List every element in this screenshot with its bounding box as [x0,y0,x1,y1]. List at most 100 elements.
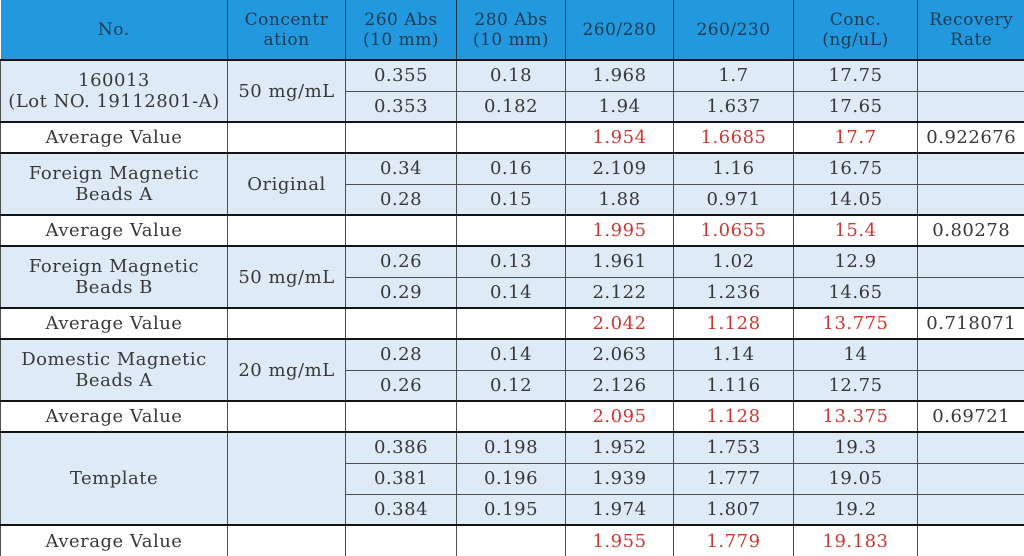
ratio-260-230-cell: 1.02 [673,245,794,278]
empty-cell [227,307,346,340]
empty-cell [345,307,457,340]
recovery-cell [917,59,1024,92]
avg-conc-cell: 13.775 [793,307,918,340]
avg-ratio-260-280-cell: 2.042 [565,307,674,340]
abs280-cell: 0.14 [456,276,566,309]
data-row: 0.353 0.182 1.94 1.637 17.65 [1,90,1024,123]
data-row: Foreign Magnetic Beads A Original 0.34 0… [0,152,1024,216]
average-row: Average Value 1.954 1.6685 17.7 0.922676 [0,121,1024,154]
avg-conc-cell: 19.183 [793,524,918,556]
average-row: Average Value 2.042 1.128 13.775 0.71807… [0,307,1024,340]
data-row: Foreign Magnetic Beads B 50 mg/mL 0.26 0… [0,245,1024,309]
empty-cell [227,121,346,154]
concentration-cell: Original [227,152,346,216]
ratio-260-280-cell: 1.94 [565,90,674,123]
abs260-cell: 0.28 [345,183,457,216]
recovery-rate-cell: 0.69721 [917,400,1024,433]
empty-cell [456,307,566,340]
abs260-cell: 0.386 [345,431,457,464]
recovery-cell [917,152,1024,185]
abs260-cell: 0.34 [345,152,457,185]
avg-conc-cell: 15.4 [793,214,918,247]
conc-cell: 19.2 [793,493,918,526]
recovery-cell [917,90,1024,123]
abs260-cell: 0.26 [345,245,457,278]
abs280-cell: 0.13 [456,245,566,278]
conc-cell: 12.9 [793,245,918,278]
recovery-cell [917,245,1024,278]
avg-ratio-260-230-cell: 1.779 [673,524,794,556]
concentration-cell: 50 mg/mL [227,245,346,309]
empty-cell [345,214,457,247]
conc-cell: 16.75 [793,152,918,185]
empty-cell [345,524,457,556]
abs260-cell: 0.26 [345,369,457,402]
col-header-recovery: Recovery Rate [917,0,1024,61]
avg-ratio-260-280-cell: 1.955 [565,524,674,556]
ratio-260-230-cell: 1.807 [673,493,794,526]
ratio-260-230-cell: 1.753 [673,431,794,464]
ratio-260-280-cell: 1.952 [565,431,674,464]
avg-ratio-260-230-cell: 1.6685 [673,121,794,154]
abs280-cell: 0.198 [456,431,566,464]
conc-cell: 19.3 [793,431,918,464]
data-row: 0.29 0.14 2.122 1.236 14.65 [1,276,1024,309]
abs260-cell: 0.384 [345,493,457,526]
ratio-260-280-cell: 2.126 [565,369,674,402]
ratio-260-280-cell: 2.109 [565,152,674,185]
ratio-260-280-cell: 1.974 [565,493,674,526]
recovery-rate-cell: 0.718071 [917,307,1024,340]
abs260-cell: 0.353 [345,90,457,123]
recovery-cell [917,431,1024,464]
ratio-260-280-cell: 1.968 [565,59,674,92]
sample-label-cell: Foreign Magnetic Beads A [0,152,228,216]
abs260-cell: 0.28 [345,338,457,371]
ratio-260-230-cell: 1.16 [673,152,794,185]
col-header-conc: Conc. (ng/uL) [793,0,918,61]
avg-ratio-260-230-cell: 1.0655 [673,214,794,247]
abs280-cell: 0.196 [456,462,566,495]
empty-cell [456,400,566,433]
col-header-ratio-260-280: 260/280 [565,0,674,61]
data-row: Domestic Magnetic Beads A 20 mg/mL 0.28 … [0,338,1024,402]
ratio-260-280-cell: 1.961 [565,245,674,278]
recovery-rate-cell [917,524,1024,556]
abs260-cell: 0.381 [345,462,457,495]
conc-cell: 17.65 [793,90,918,123]
avg-conc-cell: 13.375 [793,400,918,433]
conc-cell: 14.05 [793,183,918,216]
ratio-260-230-cell: 1.116 [673,369,794,402]
concentration-cell: 20 mg/mL [227,338,346,402]
conc-cell: 14.65 [793,276,918,309]
abs260-cell: 0.29 [345,276,457,309]
abs280-cell: 0.195 [456,493,566,526]
data-row: Template 0.386 0.198 1.952 1.753 19.3 [0,431,1024,526]
conc-cell: 12.75 [793,369,918,402]
average-row: Average Value 2.095 1.128 13.375 0.69721 [0,400,1024,433]
ratio-260-230-cell: 1.14 [673,338,794,371]
ratio-260-280-cell: 2.122 [565,276,674,309]
col-header-no: No. [0,0,228,61]
recovery-cell [917,276,1024,309]
concentration-cell: 50 mg/mL [227,59,346,123]
sample-label-cell: 160013 (Lot NO. 19112801-A) [0,59,228,123]
average-label-cell: Average Value [0,214,228,247]
recovery-rate-cell: 0.922676 [917,121,1024,154]
concentration-cell [227,431,346,526]
ratio-260-230-cell: 1.236 [673,276,794,309]
empty-cell [456,524,566,556]
empty-cell [227,400,346,433]
abs260-cell: 0.355 [345,59,457,92]
abs280-cell: 0.15 [456,183,566,216]
ratio-260-280-cell: 1.939 [565,462,674,495]
abs280-cell: 0.16 [456,152,566,185]
empty-cell [345,121,457,154]
ratio-260-230-cell: 1.637 [673,90,794,123]
col-header-ratio-260-230: 260/230 [673,0,794,61]
avg-ratio-260-230-cell: 1.128 [673,307,794,340]
ratio-260-280-cell: 2.063 [565,338,674,371]
empty-cell [227,214,346,247]
avg-ratio-260-280-cell: 2.095 [565,400,674,433]
